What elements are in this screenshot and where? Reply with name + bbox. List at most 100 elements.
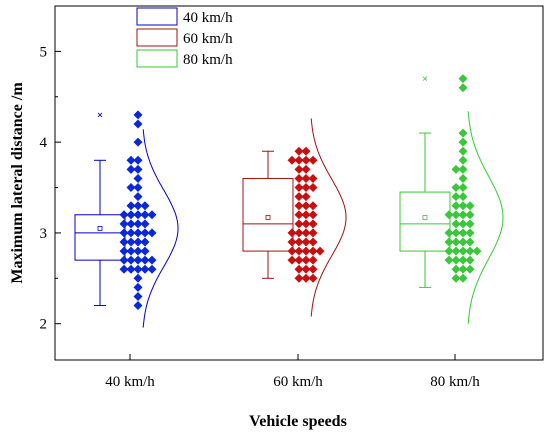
data-point — [458, 183, 468, 193]
data-point — [133, 291, 143, 301]
data-point — [308, 255, 318, 265]
plot-area — [54, 5, 544, 361]
data-point — [301, 192, 311, 202]
y-tick-label: 2 — [40, 317, 48, 333]
data-point — [133, 282, 143, 292]
x-tick-label: 60 km/h — [273, 374, 323, 390]
data-point — [465, 264, 475, 274]
data-point — [140, 237, 150, 247]
data-point — [294, 219, 304, 229]
legend-label: 40 km/h — [183, 10, 233, 26]
data-point — [451, 201, 461, 211]
data-point — [147, 264, 157, 274]
data-point — [444, 210, 454, 220]
data-point — [119, 246, 129, 256]
data-point — [308, 246, 318, 256]
data-point — [126, 201, 136, 211]
legend-label: 60 km/h — [183, 31, 233, 47]
data-point — [133, 246, 143, 256]
box-outlier — [97, 112, 103, 118]
density-curve — [310, 118, 347, 317]
data-point — [458, 219, 468, 229]
data-point — [140, 228, 150, 238]
data-point — [465, 201, 475, 211]
data-point — [308, 237, 318, 247]
box-mean-marker — [422, 215, 428, 220]
box-mean-marker — [265, 215, 271, 220]
data-point — [126, 246, 136, 256]
data-point — [119, 228, 129, 238]
data-point — [133, 210, 143, 220]
y-tick-label: 3 — [40, 226, 48, 242]
data-point — [458, 192, 468, 202]
data-point — [458, 146, 468, 156]
x-axis: 40 km/h 60 km/h 80 km/h — [105, 354, 480, 390]
box-outlier — [422, 76, 428, 81]
series-group — [399, 74, 504, 324]
data-point — [301, 201, 311, 211]
data-point — [315, 246, 325, 256]
data-point — [126, 219, 136, 229]
data-point — [294, 192, 304, 202]
data-point — [444, 228, 454, 238]
data-point — [133, 119, 143, 129]
data-point — [458, 173, 468, 183]
data-point — [287, 228, 297, 238]
data-point — [451, 164, 461, 174]
data-point — [119, 255, 129, 265]
data-point — [147, 228, 157, 238]
data-point — [451, 192, 461, 202]
plot-frame — [54, 5, 544, 361]
data-point — [140, 255, 150, 265]
data-point — [301, 146, 311, 156]
data-point — [451, 273, 461, 283]
data-point — [133, 228, 143, 238]
data-point — [133, 137, 143, 147]
data-point — [444, 246, 454, 256]
data-point — [301, 237, 311, 247]
data-point — [458, 137, 468, 147]
data-point — [133, 237, 143, 247]
data-point — [133, 110, 143, 120]
data-point — [294, 183, 304, 193]
data-point — [119, 237, 129, 247]
x-tick-label: 80 km/h — [430, 374, 480, 390]
data-point — [458, 155, 468, 165]
data-point — [294, 164, 304, 174]
data-point — [301, 246, 311, 256]
data-point — [308, 210, 318, 220]
data-point — [294, 201, 304, 211]
data-point — [451, 219, 461, 229]
data-point — [465, 219, 475, 229]
data-point — [451, 246, 461, 256]
data-point — [458, 164, 468, 174]
data-point — [301, 228, 311, 238]
data-point — [308, 228, 318, 238]
box-iqr — [242, 177, 294, 252]
data-point — [465, 228, 475, 238]
data-point — [287, 155, 297, 165]
data-point — [294, 173, 304, 183]
density-curve — [467, 111, 504, 324]
data-point — [301, 210, 311, 220]
data-point — [451, 228, 461, 238]
data-point — [294, 264, 304, 274]
data-point — [301, 255, 311, 265]
data-point — [287, 255, 297, 265]
legend-swatch — [136, 49, 178, 68]
data-point — [147, 210, 157, 220]
data-point — [308, 183, 318, 193]
data-point — [458, 83, 468, 93]
data-point — [294, 210, 304, 220]
data-point — [147, 255, 157, 265]
data-point — [119, 210, 129, 220]
data-point — [133, 201, 143, 211]
data-point — [451, 210, 461, 220]
density-curve — [142, 129, 179, 328]
box-iqr — [74, 214, 126, 261]
data-point — [140, 264, 150, 274]
series-group — [242, 118, 347, 317]
data-point — [301, 183, 311, 193]
data-point — [458, 255, 468, 265]
data-point — [308, 155, 318, 165]
